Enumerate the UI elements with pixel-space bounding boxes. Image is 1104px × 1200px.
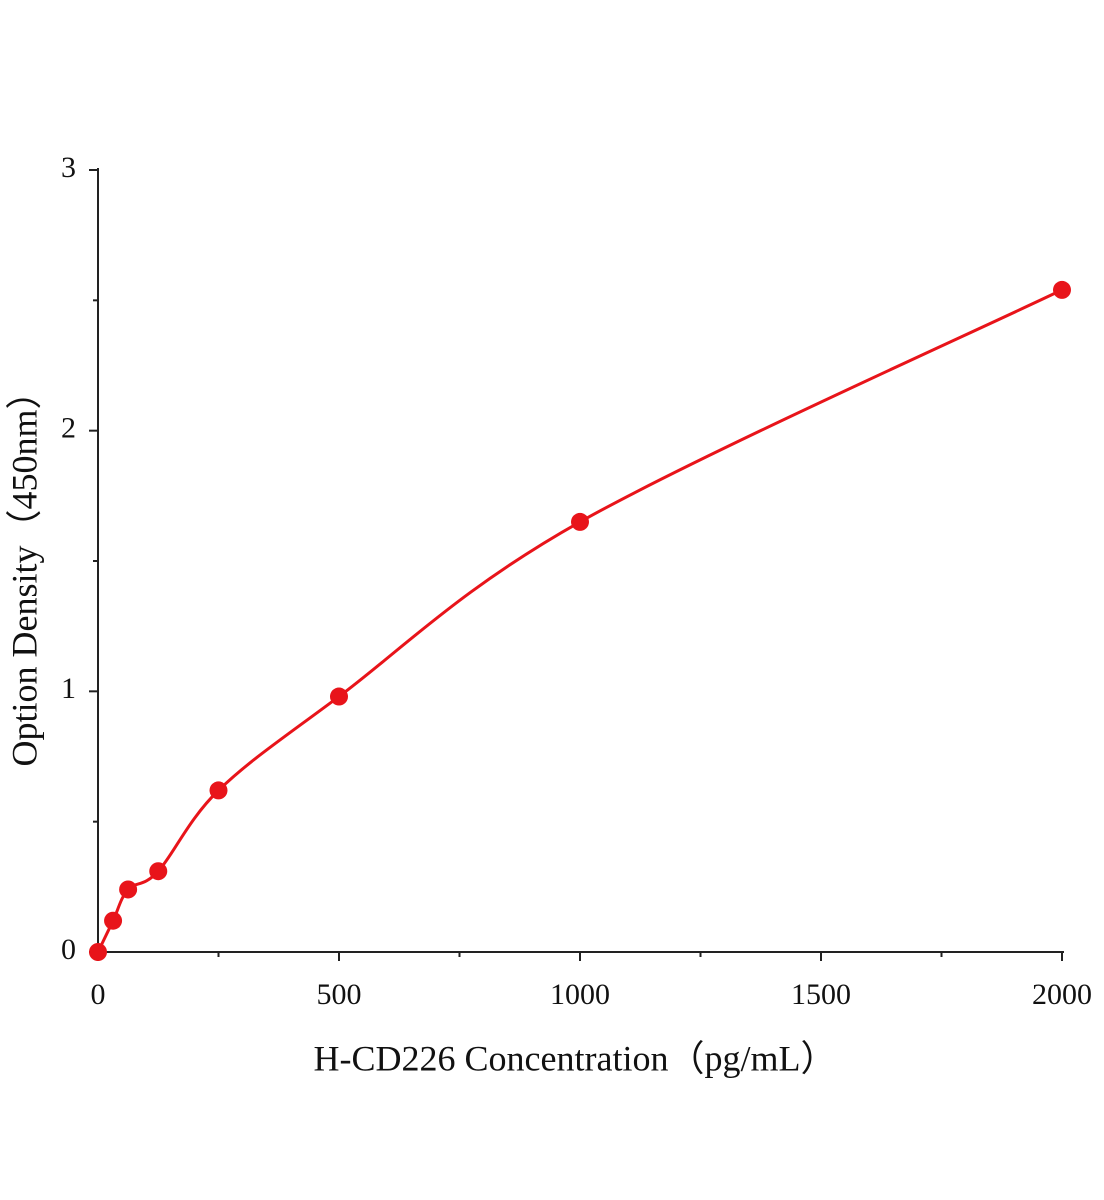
point [89, 943, 107, 961]
x-tick-label: 500 [317, 978, 362, 1011]
point [209, 781, 228, 800]
point [571, 512, 589, 531]
x-tick-label: 2000 [1032, 978, 1092, 1011]
point [149, 862, 168, 881]
curve [96, 288, 1063, 953]
point [104, 911, 123, 930]
point [1053, 280, 1071, 299]
y-tick-label: 2 [61, 412, 76, 445]
x-tick-label: 0 [91, 978, 106, 1011]
y-tick-label: 1 [61, 672, 76, 705]
point [330, 687, 348, 706]
x-tick-label: 1000 [550, 978, 610, 1011]
point [119, 880, 138, 899]
x-tick-label: 1500 [791, 978, 851, 1011]
x-axis-label: H-CD226 Concentration（pg/mL） [314, 1038, 837, 1078]
y-axis-label: Option Density（450nm） [4, 374, 44, 767]
y-tick-label: 0 [61, 933, 76, 966]
y-tick-label: 3 [61, 151, 76, 184]
